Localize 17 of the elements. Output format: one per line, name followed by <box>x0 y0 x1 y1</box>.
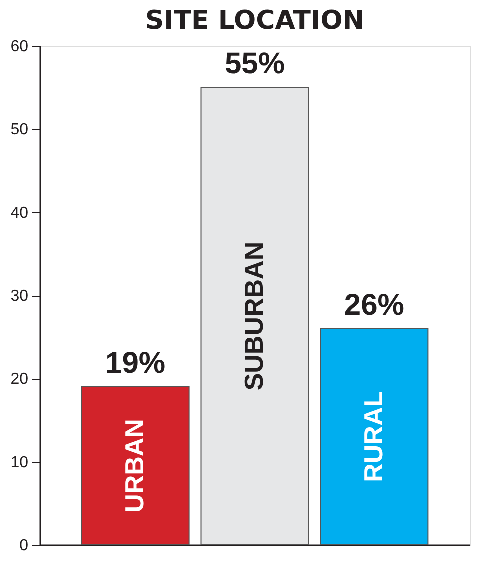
data-label: 19% <box>106 346 166 380</box>
y-tick-label: 50 <box>10 122 29 139</box>
y-tick-label: 30 <box>10 288 29 305</box>
chart-title: SITE LOCATION <box>145 6 365 36</box>
x-tick-label: RURAL <box>358 391 388 482</box>
bar <box>81 386 190 546</box>
y-tick-label: 20 <box>10 371 29 388</box>
y-tick-label: 10 <box>10 454 29 472</box>
x-tick-label: URBAN <box>120 419 150 513</box>
x-tick-label: SUBURBAN <box>239 242 269 391</box>
bar <box>320 328 429 546</box>
y-tick-label: 0 <box>20 538 29 554</box>
data-label: 55% <box>224 48 286 81</box>
bar <box>200 87 310 546</box>
data-label: 26% <box>344 288 404 322</box>
y-tick-label: 40 <box>10 204 29 222</box>
y-tick-label: 60 <box>10 38 29 56</box>
